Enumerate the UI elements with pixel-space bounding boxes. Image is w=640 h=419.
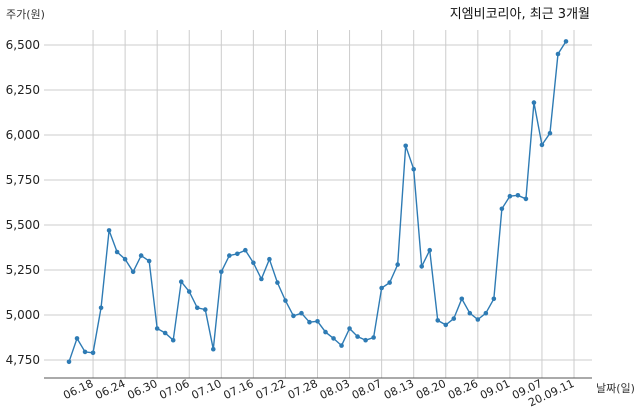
data-point xyxy=(459,296,465,302)
data-point xyxy=(339,343,344,348)
data-point xyxy=(275,280,280,285)
y-tick-label: 6,500 xyxy=(6,38,40,52)
data-point xyxy=(547,130,553,136)
y-tick-label: 5,250 xyxy=(6,263,40,277)
data-point xyxy=(483,310,489,316)
x-tick-label: 08.26 xyxy=(446,377,480,402)
y-tick-label: 5,750 xyxy=(6,173,40,187)
data-point xyxy=(299,310,304,316)
data-point xyxy=(178,279,184,285)
x-tick-label: 06.18 xyxy=(61,377,95,402)
data-point xyxy=(259,276,264,282)
x-tick-label: 06.24 xyxy=(93,377,127,402)
data-point xyxy=(138,253,144,258)
data-point xyxy=(106,228,112,233)
data-point xyxy=(98,305,104,311)
x-axis-title: 날짜(일) xyxy=(596,381,635,395)
x-tick-label: 08.03 xyxy=(318,377,352,402)
x-tick-label: 09.01 xyxy=(478,377,512,402)
data-point xyxy=(202,307,208,312)
data-point xyxy=(411,166,416,172)
data-point xyxy=(435,318,441,323)
x-tick-label: 08.07 xyxy=(350,377,384,402)
y-tick-label: 6,000 xyxy=(6,128,40,142)
data-point xyxy=(154,326,160,331)
data-point xyxy=(515,193,521,198)
data-point xyxy=(491,296,497,302)
data-point xyxy=(170,337,176,343)
data-point xyxy=(403,143,408,149)
data-point xyxy=(427,247,433,253)
data-point xyxy=(387,280,392,285)
data-point xyxy=(122,256,128,262)
x-tick-label: 06.30 xyxy=(125,377,159,402)
data-point xyxy=(291,313,296,319)
x-tick-label: 07.10 xyxy=(190,377,224,402)
data-point xyxy=(395,262,400,267)
data-point xyxy=(371,335,376,340)
data-point xyxy=(523,196,529,202)
data-point xyxy=(146,258,152,264)
grid xyxy=(44,30,592,378)
data-point xyxy=(531,100,537,105)
data-point xyxy=(227,253,232,258)
data-point xyxy=(267,256,272,262)
data-point xyxy=(243,247,248,253)
chart-title: 지엠비코리아, 최근 3개월 xyxy=(450,7,590,22)
data-point xyxy=(419,264,425,269)
data-point xyxy=(475,317,481,322)
data-point xyxy=(186,289,192,294)
y-tick-label: 4,750 xyxy=(6,353,40,367)
data-point xyxy=(355,334,360,339)
data-point xyxy=(210,346,216,352)
data-point xyxy=(499,206,505,212)
x-tick-label: 08.20 xyxy=(414,377,448,402)
data-point xyxy=(507,193,513,199)
data-point xyxy=(90,350,96,356)
data-point xyxy=(283,298,288,303)
data-point xyxy=(194,305,200,311)
data-point xyxy=(235,251,240,257)
data-point xyxy=(130,269,136,275)
data-point xyxy=(451,316,457,321)
data-point xyxy=(74,336,80,341)
data-point xyxy=(307,319,312,325)
data-point xyxy=(82,349,88,355)
data-point xyxy=(331,336,336,341)
data-point xyxy=(114,249,120,255)
data-point xyxy=(219,269,224,275)
data-point xyxy=(539,142,545,148)
y-tick-label: 5,000 xyxy=(6,308,40,322)
x-tick-label: 07.22 xyxy=(254,377,288,402)
data-point xyxy=(379,285,384,291)
data-point xyxy=(467,310,473,316)
data-point xyxy=(347,326,352,331)
data-point xyxy=(251,260,256,266)
x-tick-label: 07.16 xyxy=(222,377,256,402)
y-tick-label: 6,250 xyxy=(6,83,40,97)
data-point xyxy=(315,319,320,324)
data-point xyxy=(363,337,368,343)
data-point xyxy=(563,39,569,44)
series-area xyxy=(66,39,569,365)
data-point xyxy=(555,51,561,57)
y-tick-label: 5,500 xyxy=(6,218,40,232)
data-point xyxy=(443,322,449,328)
x-tick-label: 07.28 xyxy=(286,377,320,402)
data-point xyxy=(162,330,168,336)
data-point xyxy=(66,359,72,365)
data-point xyxy=(323,329,328,335)
x-tick-label: 07.06 xyxy=(157,377,191,402)
y-axis-title: 주가(원) xyxy=(6,8,45,21)
x-tick-label: 08.13 xyxy=(382,377,416,402)
